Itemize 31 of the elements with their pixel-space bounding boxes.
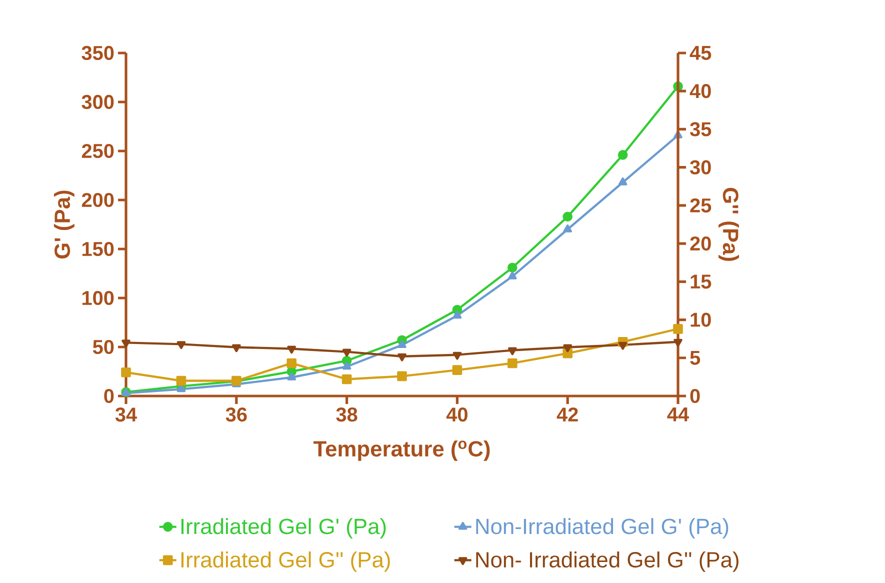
x-tick-label: 44 [667, 408, 689, 422]
legend-label: Non-Irradiated Gel G' (Pa) [476, 518, 728, 539]
y-tick-label: 350 [82, 46, 114, 60]
y2-tick-label: 5 [690, 350, 700, 365]
y2-tick-label: 45 [690, 46, 712, 60]
y2-tick-label: 0 [690, 388, 700, 404]
y-axis-title: G' (Pa) [54, 190, 74, 258]
y-tick-label: 100 [82, 290, 114, 306]
y-tick-label: 50 [92, 340, 114, 354]
x-axis-title: Temperature ($^{o}$C) [313, 440, 490, 461]
x-tick-label: 38 [336, 408, 358, 422]
y-tick-label: 250 [82, 144, 114, 158]
y2-tick-label: 40 [690, 84, 711, 98]
y-tick-label: 300 [82, 94, 114, 110]
y2-tick-label: 30 [690, 160, 711, 174]
y2-tick-label: 15 [690, 274, 712, 289]
legend-label: Non- Irradiated Gel G'' (Pa) [476, 551, 738, 572]
y-tick-label: 200 [82, 192, 114, 208]
legend-label: Irradiated Gel G'' (Pa) [181, 551, 390, 572]
legend-label: Irradiated Gel G' (Pa) [181, 518, 386, 539]
y2-tick-label: 10 [690, 312, 711, 327]
y-tick-label: 150 [82, 242, 114, 256]
x-tick-label: 34 [115, 408, 137, 422]
y2-tick-label: 20 [690, 236, 711, 251]
y2-axis-title: G'' (Pa) [718, 188, 739, 261]
y2-tick-label: 25 [690, 198, 712, 212]
x-tick-label: 40 [446, 408, 468, 422]
x-tick-label: 36 [226, 408, 247, 422]
y2-tick-label: 35 [690, 122, 712, 136]
y-tick-label: 0 [104, 388, 114, 404]
x-tick-label: 42 [556, 408, 578, 422]
